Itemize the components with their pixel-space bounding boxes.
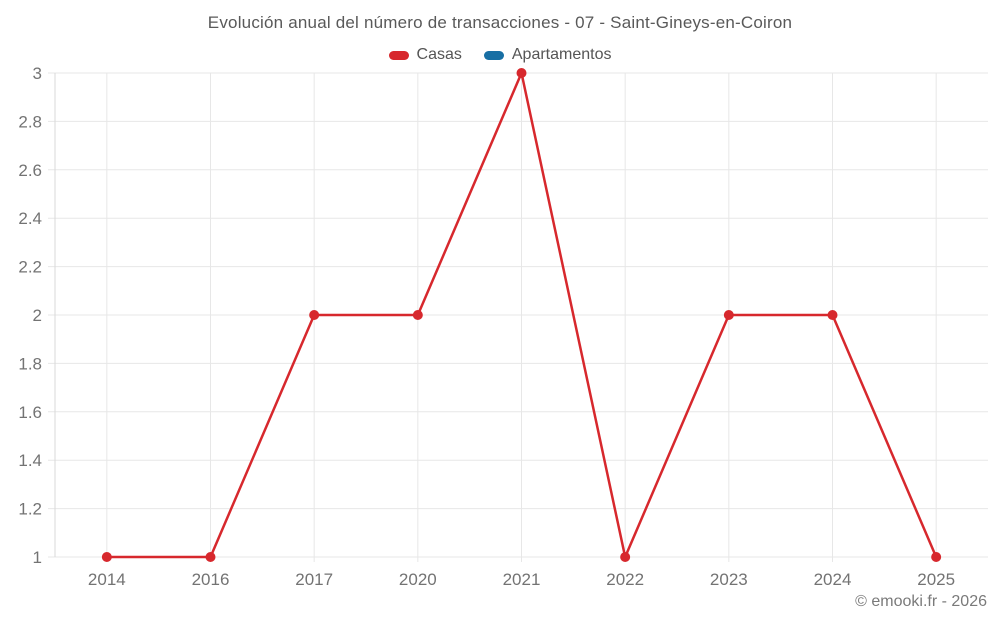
x-tick-label: 2022 [606,570,644,589]
data-point-casas [516,68,527,78]
y-tick-label: 2.2 [18,258,42,277]
y-tick-label: 2.4 [18,209,42,228]
y-tick-label: 2.6 [18,161,42,180]
data-point-casas [827,310,838,320]
y-tick-label: 2.8 [18,112,42,131]
legend-label: Apartamentos [511,46,612,63]
legend-item-apartamentos[interactable]: Apartamentos [483,46,612,64]
data-point-casas [205,552,216,562]
x-tick-label: 2025 [917,570,955,589]
data-point-casas [620,552,631,562]
y-tick-label: 2 [33,306,42,325]
credit-text: © emooki.fr - 2026 [855,593,987,610]
x-tick-label: 2023 [710,570,748,589]
legend-swatch-casas [388,50,409,60]
x-tick-label: 2014 [88,570,126,589]
data-point-casas [931,552,942,562]
data-point-casas [101,552,112,562]
y-tick-label: 1.4 [18,451,42,470]
x-tick-label: 2017 [295,570,333,589]
legend-label: Casas [416,46,462,63]
x-tick-label: 2016 [192,570,230,589]
data-point-casas [412,310,423,320]
data-point-casas [723,310,734,320]
y-tick-label: 1.6 [18,403,42,422]
legend-item-casas[interactable]: Casas [388,46,462,64]
data-point-casas [309,310,320,320]
y-tick-label: 1.8 [18,354,42,373]
y-tick-label: 3 [33,64,42,83]
chart-title: Evolución anual del número de transaccio… [207,13,793,32]
chart-legend: Casas Apartamentos [0,46,1000,64]
x-tick-label: 2020 [399,570,437,589]
legend-swatch-apartamentos [483,50,504,60]
y-tick-label: 1.2 [18,500,42,519]
y-tick-label: 1 [33,548,42,567]
x-tick-label: 2021 [503,570,541,589]
x-tick-label: 2024 [814,570,852,589]
